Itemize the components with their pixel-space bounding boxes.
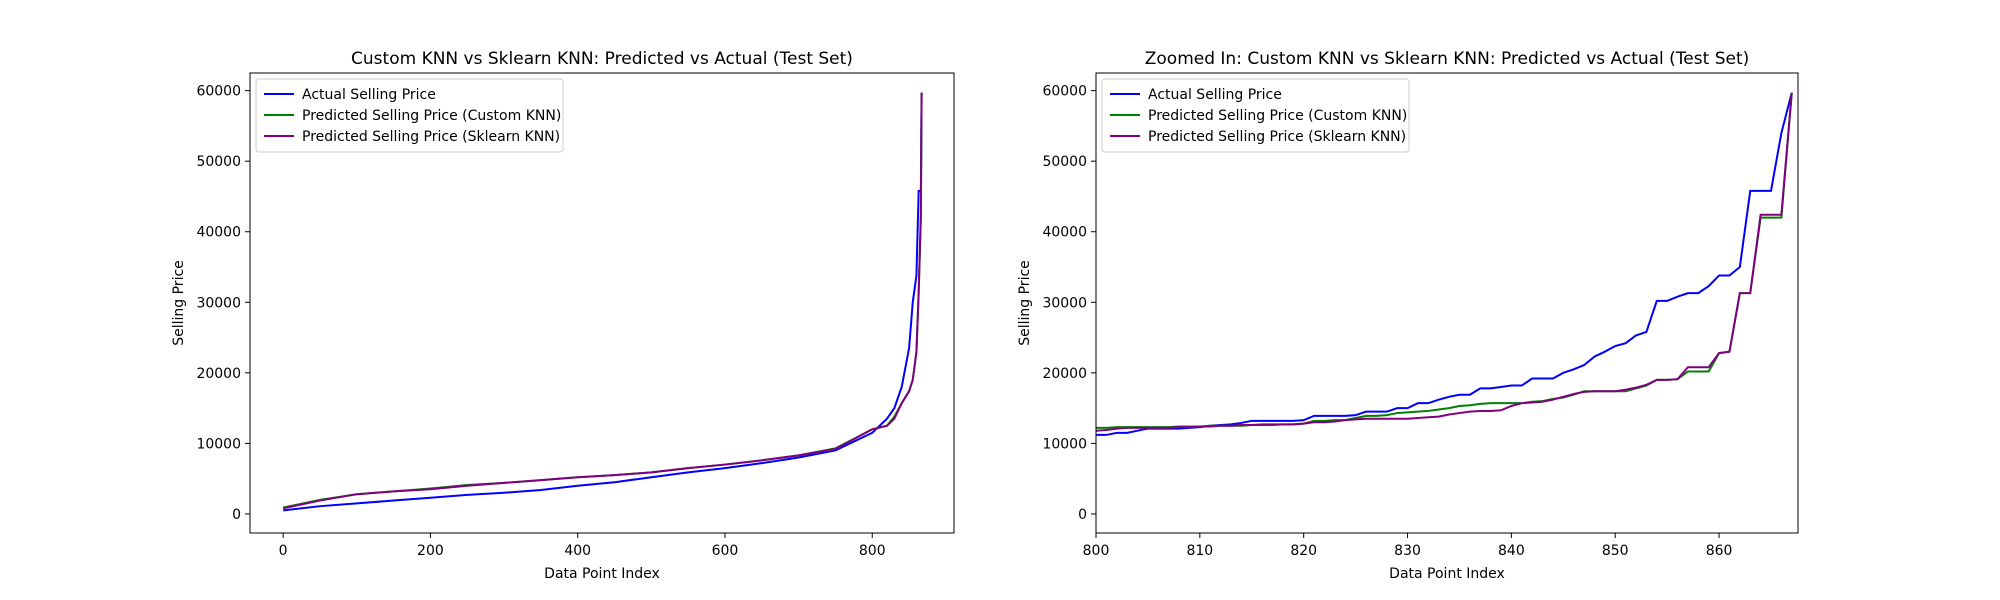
- y-tick-label: 20000: [196, 366, 241, 382]
- y-tick-label: 50000: [196, 154, 241, 170]
- legend-frame: [1101, 78, 1410, 153]
- legend-label: Predicted Selling Price (Sklearn KNN): [302, 129, 560, 145]
- legend-label: Predicted Selling Price (Sklearn KNN): [1148, 129, 1406, 145]
- x-tick-label: 200: [417, 543, 444, 559]
- chart-title: Custom KNN vs Sklearn KNN: Predicted vs …: [351, 49, 853, 69]
- legend-label: Actual Selling Price: [1148, 87, 1282, 103]
- x-tick-label: 800: [859, 543, 886, 559]
- plot-frame: [249, 72, 955, 534]
- x-tick-label: 840: [1498, 543, 1525, 559]
- legend-label: Actual Selling Price: [302, 87, 436, 103]
- series-line: [1096, 92, 1793, 432]
- series-line: [282, 92, 923, 509]
- y-tick-label: 60000: [196, 84, 241, 100]
- x-tick-label: 400: [564, 543, 591, 559]
- x-axis-label: Data Point Index: [544, 566, 660, 582]
- y-tick-label: 0: [1078, 507, 1087, 523]
- y-tick-label: 20000: [1042, 366, 1087, 382]
- x-tick-label: 860: [1706, 543, 1733, 559]
- x-axis-label: Data Point Index: [1389, 566, 1505, 582]
- chart-title: Zoomed In: Custom KNN vs Sklearn KNN: Pr…: [1145, 49, 1750, 69]
- y-axis-label: Selling Price: [171, 260, 187, 346]
- x-tick-label: 800: [1083, 543, 1110, 559]
- series-line: [282, 92, 923, 510]
- y-tick-label: 30000: [1042, 295, 1087, 311]
- plot-frame: [1095, 72, 1799, 534]
- y-tick-label: 60000: [1042, 84, 1087, 100]
- x-tick-label: 600: [712, 543, 739, 559]
- y-tick-label: 10000: [1042, 436, 1087, 452]
- y-tick-label: 40000: [1042, 225, 1087, 241]
- y-tick-label: 10000: [196, 436, 241, 452]
- legend-frame: [255, 78, 564, 153]
- x-tick-label: 0: [279, 543, 288, 559]
- series-line: [283, 92, 923, 512]
- legend-label: Predicted Selling Price (Custom KNN): [1148, 108, 1407, 124]
- y-tick-label: 40000: [196, 225, 241, 241]
- y-tick-label: 0: [232, 507, 241, 523]
- x-tick-label: 810: [1186, 543, 1213, 559]
- x-tick-label: 850: [1602, 543, 1629, 559]
- y-axis-label: Selling Price: [1017, 260, 1033, 346]
- y-tick-label: 50000: [1042, 154, 1087, 170]
- x-tick-label: 830: [1394, 543, 1421, 559]
- y-tick-label: 30000: [196, 295, 241, 311]
- legend-label: Predicted Selling Price (Custom KNN): [302, 108, 561, 124]
- x-tick-label: 820: [1290, 543, 1317, 559]
